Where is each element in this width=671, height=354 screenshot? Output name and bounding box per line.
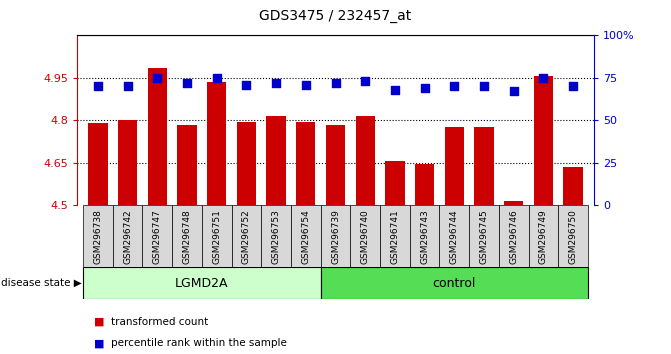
FancyBboxPatch shape: [83, 205, 113, 267]
FancyBboxPatch shape: [261, 205, 291, 267]
FancyBboxPatch shape: [113, 205, 142, 267]
Point: [419, 85, 430, 91]
Text: disease state ▶: disease state ▶: [1, 278, 82, 288]
FancyBboxPatch shape: [529, 205, 558, 267]
Bar: [118, 120, 138, 205]
Bar: [177, 125, 197, 205]
Point: [478, 84, 489, 89]
Text: GSM296742: GSM296742: [123, 209, 132, 264]
Text: GSM296752: GSM296752: [242, 209, 251, 264]
Text: GSM296743: GSM296743: [420, 209, 429, 264]
Bar: [504, 201, 523, 205]
Bar: [564, 167, 582, 205]
FancyBboxPatch shape: [380, 205, 410, 267]
FancyBboxPatch shape: [142, 205, 172, 267]
Text: GSM296747: GSM296747: [153, 209, 162, 264]
Text: percentile rank within the sample: percentile rank within the sample: [111, 338, 287, 348]
FancyBboxPatch shape: [469, 205, 499, 267]
FancyBboxPatch shape: [83, 267, 321, 299]
Text: GSM296750: GSM296750: [568, 209, 578, 264]
Text: transformed count: transformed count: [111, 317, 208, 327]
Point: [211, 75, 222, 81]
Bar: [445, 127, 464, 205]
Bar: [207, 82, 226, 205]
Text: GSM296748: GSM296748: [183, 209, 191, 264]
Point: [390, 87, 401, 93]
Text: GSM296745: GSM296745: [480, 209, 488, 264]
Bar: [356, 116, 375, 205]
FancyBboxPatch shape: [291, 205, 321, 267]
Bar: [474, 127, 494, 205]
Bar: [415, 164, 434, 205]
Bar: [266, 116, 286, 205]
FancyBboxPatch shape: [440, 205, 469, 267]
Point: [122, 84, 133, 89]
Text: GSM296740: GSM296740: [361, 209, 370, 264]
Point: [241, 82, 252, 87]
Text: GSM296741: GSM296741: [391, 209, 399, 264]
Bar: [148, 68, 167, 205]
Text: GSM296746: GSM296746: [509, 209, 518, 264]
Text: control: control: [433, 277, 476, 290]
FancyBboxPatch shape: [321, 267, 588, 299]
Point: [182, 80, 193, 86]
Bar: [326, 125, 345, 205]
Point: [509, 88, 519, 94]
Bar: [533, 76, 553, 205]
Point: [449, 84, 460, 89]
FancyBboxPatch shape: [321, 205, 350, 267]
Text: GSM296738: GSM296738: [93, 209, 103, 264]
Bar: [296, 122, 315, 205]
FancyBboxPatch shape: [202, 205, 231, 267]
FancyBboxPatch shape: [499, 205, 529, 267]
FancyBboxPatch shape: [231, 205, 261, 267]
Text: ■: ■: [94, 338, 108, 348]
FancyBboxPatch shape: [410, 205, 440, 267]
Text: GDS3475 / 232457_at: GDS3475 / 232457_at: [260, 9, 411, 23]
Point: [538, 75, 549, 81]
Bar: [385, 161, 405, 205]
Text: GSM296744: GSM296744: [450, 209, 459, 264]
Point: [330, 80, 341, 86]
FancyBboxPatch shape: [172, 205, 202, 267]
Text: GSM296751: GSM296751: [212, 209, 221, 264]
Point: [301, 82, 311, 87]
Text: GSM296739: GSM296739: [331, 209, 340, 264]
Text: GSM296749: GSM296749: [539, 209, 548, 264]
Point: [568, 84, 578, 89]
Text: GSM296754: GSM296754: [301, 209, 310, 264]
Text: ■: ■: [94, 317, 108, 327]
Bar: [89, 123, 107, 205]
Point: [152, 75, 162, 81]
FancyBboxPatch shape: [350, 205, 380, 267]
Point: [270, 80, 281, 86]
Point: [93, 84, 103, 89]
Point: [360, 79, 370, 84]
Bar: [237, 122, 256, 205]
Text: LGMD2A: LGMD2A: [175, 277, 229, 290]
Text: GSM296753: GSM296753: [272, 209, 280, 264]
FancyBboxPatch shape: [558, 205, 588, 267]
